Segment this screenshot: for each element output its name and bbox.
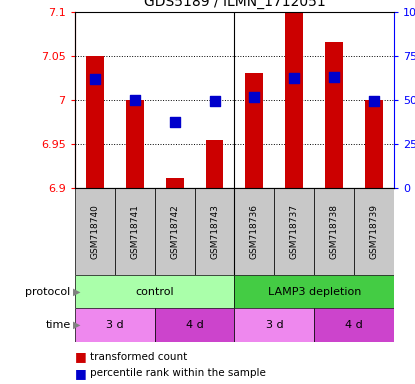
Bar: [315, 189, 354, 275]
Bar: [85, 56, 104, 189]
Text: GSM718737: GSM718737: [290, 204, 299, 259]
Text: ■: ■: [75, 350, 86, 363]
Bar: [325, 43, 343, 189]
Bar: [75, 189, 115, 275]
Bar: [154, 189, 195, 275]
Point: [211, 98, 218, 104]
Bar: [75, 308, 154, 342]
Bar: [205, 140, 224, 189]
Text: 3 d: 3 d: [106, 320, 123, 330]
Text: GSM718742: GSM718742: [170, 204, 179, 259]
Text: transformed count: transformed count: [90, 351, 188, 362]
Bar: [274, 189, 315, 275]
Text: percentile rank within the sample: percentile rank within the sample: [90, 368, 266, 379]
Point: [91, 76, 98, 82]
Text: LAMP3 depletion: LAMP3 depletion: [268, 286, 361, 296]
Point: [171, 119, 178, 125]
Text: control: control: [135, 286, 174, 296]
Text: time: time: [45, 320, 71, 330]
Bar: [195, 189, 234, 275]
Title: GDS5189 / ILMN_1712051: GDS5189 / ILMN_1712051: [144, 0, 325, 9]
Bar: [315, 308, 394, 342]
Bar: [286, 12, 303, 189]
Text: GSM718739: GSM718739: [370, 204, 379, 259]
Text: ▶: ▶: [73, 320, 81, 330]
Text: GSM718740: GSM718740: [90, 204, 99, 259]
Point: [331, 74, 338, 80]
Bar: [234, 308, 315, 342]
Point: [251, 94, 258, 100]
Bar: [166, 178, 183, 189]
Bar: [115, 189, 155, 275]
Text: 3 d: 3 d: [266, 320, 283, 330]
Point: [131, 97, 138, 103]
Point: [371, 98, 378, 104]
Bar: [154, 308, 234, 342]
Text: protocol: protocol: [25, 286, 71, 296]
Text: ▶: ▶: [73, 286, 81, 296]
Bar: [245, 73, 264, 189]
Bar: [234, 189, 274, 275]
Bar: [354, 189, 394, 275]
Bar: [234, 275, 394, 308]
Text: GSM718741: GSM718741: [130, 204, 139, 259]
Bar: [365, 100, 383, 189]
Bar: [75, 275, 234, 308]
Text: GSM718736: GSM718736: [250, 204, 259, 259]
Text: ■: ■: [75, 367, 86, 380]
Bar: [126, 100, 144, 189]
Text: 4 d: 4 d: [345, 320, 363, 330]
Point: [291, 75, 298, 81]
Text: GSM718743: GSM718743: [210, 204, 219, 259]
Text: 4 d: 4 d: [186, 320, 203, 330]
Text: GSM718738: GSM718738: [330, 204, 339, 259]
